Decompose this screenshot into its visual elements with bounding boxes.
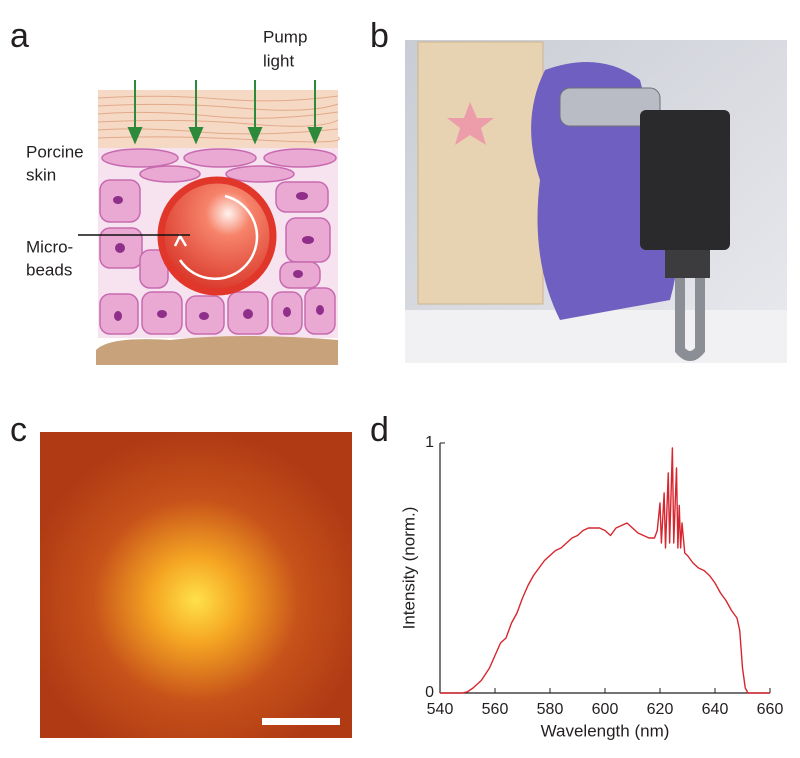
label: beads [26, 260, 72, 279]
x-tick-label: 620 [647, 701, 674, 718]
fluorescence-image [40, 432, 352, 738]
x-tick-label: 560 [482, 701, 509, 718]
label: light [263, 51, 294, 70]
x-tick-label: 580 [537, 701, 564, 718]
y-axis-label: Intensity (norm.) [399, 507, 418, 630]
panel-letter: b [370, 17, 389, 55]
base-layer [96, 336, 338, 365]
panel-letter: c [10, 411, 27, 449]
x-tick-label: 600 [592, 701, 619, 718]
label: Micro- [26, 237, 73, 256]
x-tick-label: 660 [757, 701, 784, 718]
scale-bar [262, 718, 340, 725]
y-tick-label: 0 [425, 684, 434, 701]
y-tick-label: 1 [425, 434, 434, 451]
x-tick-label: 640 [702, 701, 729, 718]
tattoo-photo [405, 40, 787, 363]
spectrum-chart: 540 560 580 600 620 640 660 0 1 Wavelength (nm) In… [399, 434, 783, 740]
x-tick-label: 540 [427, 701, 454, 718]
arrow-head [173, 233, 188, 247]
spectrum-line [440, 447, 770, 694]
label: Pump [263, 27, 307, 46]
whispering-gallery-arrow [178, 194, 259, 281]
nuclei [113, 192, 324, 321]
skin-diagram: Pump light Porcine skin Micro- beads [26, 27, 340, 365]
panel-letter: a [10, 17, 29, 55]
x-axis-label: Wavelength (nm) [541, 721, 670, 740]
label: skin [26, 165, 56, 184]
pump-arrows [127, 80, 323, 145]
label: Porcine [26, 142, 84, 161]
panel-letter: d [370, 411, 389, 449]
